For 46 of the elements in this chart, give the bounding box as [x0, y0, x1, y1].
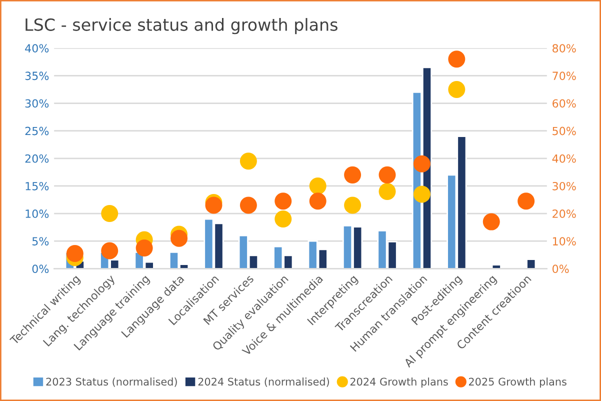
- y-tick-label: 30%: [25, 99, 49, 108]
- y-tick-label: 0%: [32, 264, 49, 274]
- point: [274, 192, 292, 210]
- bar: [491, 264, 502, 269]
- y2-tick-label: 80%: [552, 44, 576, 52]
- legend-label: 2024 Growth plans: [350, 378, 448, 388]
- y2-tick-label: 40%: [552, 154, 576, 163]
- y2-tick-label: 20%: [552, 210, 576, 218]
- point: [448, 80, 466, 98]
- point: [240, 196, 257, 214]
- point: [101, 205, 118, 222]
- point: [170, 230, 188, 247]
- point: [240, 152, 257, 170]
- bar: [526, 258, 536, 269]
- point: [66, 245, 84, 262]
- point: [378, 166, 396, 184]
- y-tick-label: 10%: [26, 210, 49, 218]
- point: [344, 196, 362, 214]
- point: [344, 166, 362, 184]
- point: [518, 192, 535, 210]
- point: [309, 177, 326, 194]
- y-tick-label: 35%: [25, 72, 49, 80]
- y-tick-label: 40%: [25, 44, 49, 52]
- legend-label: 2023 Status (normalised): [46, 378, 177, 387]
- point: [448, 50, 466, 68]
- point: [309, 192, 326, 210]
- y2-tick-label: 10%: [552, 237, 576, 246]
- legend-label: 2024 Status (normalised): [198, 378, 329, 387]
- legend-label: 2025 Growth plans: [468, 378, 566, 388]
- point: [378, 182, 396, 200]
- point: [136, 239, 153, 256]
- y2-tick-label: 70%: [552, 72, 576, 80]
- y2-tick-label: 50%: [552, 126, 576, 136]
- y-tick-label: 5%: [32, 237, 49, 246]
- point: [482, 213, 500, 230]
- point: [413, 186, 430, 203]
- y2-tick-label: 30%: [552, 182, 576, 190]
- y2-tick-label: 0%: [552, 264, 569, 274]
- point: [274, 210, 292, 228]
- point: [101, 242, 118, 260]
- chart-title: LSC - service status and growth plans: [26, 18, 338, 34]
- y-tick-label: 20%: [25, 154, 49, 163]
- y2-tick-label: 60%: [552, 99, 576, 108]
- point: [413, 155, 430, 172]
- y-tick-label: 25%: [25, 126, 49, 136]
- y-tick-label: 15%: [26, 182, 49, 190]
